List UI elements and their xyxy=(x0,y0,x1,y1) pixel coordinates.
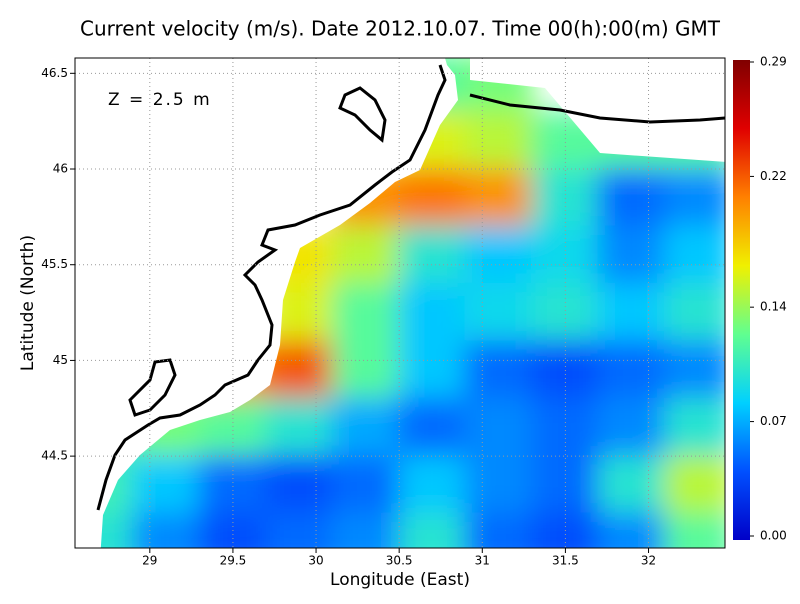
y-tick-label: 45.5 xyxy=(41,257,68,271)
y-tick-label: 45 xyxy=(53,353,68,367)
y-tick-label: 46.5 xyxy=(41,66,68,80)
x-tick-label: 30.5 xyxy=(386,554,413,568)
speed-cell xyxy=(464,282,534,343)
speed-cell xyxy=(398,397,467,458)
speed-cell xyxy=(265,455,334,515)
speed-cell xyxy=(198,455,268,515)
x-tick-label: 31 xyxy=(475,554,490,568)
colorbar xyxy=(733,60,750,540)
outside-domain xyxy=(470,58,725,162)
speed-cell xyxy=(398,512,467,548)
speed-cell xyxy=(597,282,667,343)
speed-cell xyxy=(664,455,725,515)
speed-cell xyxy=(132,512,201,548)
estuary xyxy=(338,86,387,143)
speed-cell xyxy=(265,512,334,548)
speed-cell xyxy=(331,340,401,400)
speed-cell xyxy=(597,455,667,515)
speed-cell xyxy=(531,397,600,458)
x-tick-label: 30 xyxy=(308,554,323,568)
x-axis-label: Longitude (East) xyxy=(330,570,470,590)
field xyxy=(75,58,725,548)
speed-cell xyxy=(597,397,667,458)
speed-cell xyxy=(464,168,534,228)
speed-cell xyxy=(331,512,401,548)
colorbar-tick-label: 0.14 xyxy=(760,300,787,314)
y-axis-label: Latitude (North) xyxy=(18,235,38,371)
shore xyxy=(469,93,725,124)
x-tick-label: 29.5 xyxy=(220,554,247,568)
land xyxy=(75,58,458,548)
speed-cell xyxy=(464,455,534,515)
speed-cell xyxy=(597,512,667,548)
y-tick-label: 46 xyxy=(53,162,68,176)
speed-cell xyxy=(664,225,725,285)
speed-cell xyxy=(398,168,467,228)
x-tick-label: 32 xyxy=(641,554,656,568)
colorbar-tick-label: 0.22 xyxy=(760,169,787,183)
colorbar-tick-label: 0.29 xyxy=(760,55,787,69)
speed-cell xyxy=(464,340,534,400)
speed-cell xyxy=(531,168,600,228)
speed-cell xyxy=(464,225,534,285)
lagoon xyxy=(128,358,177,417)
speed-cell xyxy=(531,455,600,515)
speed-cell xyxy=(464,110,534,171)
speed-cell xyxy=(464,397,534,458)
chart-title: Current velocity (m/s). Date 2012.10.07.… xyxy=(80,17,721,41)
speed-cell xyxy=(331,225,401,285)
colorbar-tick-label: 0.07 xyxy=(760,414,787,428)
speed-cell xyxy=(664,168,725,228)
speed-cell xyxy=(132,455,201,515)
speed-cell xyxy=(597,168,667,228)
speed-cell xyxy=(331,397,401,458)
x-tick-label: 31.5 xyxy=(552,554,579,568)
speed-cell xyxy=(664,340,725,400)
speed-cell xyxy=(331,282,401,343)
annotation: Z = 2.5 m xyxy=(108,90,212,110)
speed-cell xyxy=(597,225,667,285)
speed-cell xyxy=(398,455,467,515)
speed-cell xyxy=(398,282,467,343)
plot-frame xyxy=(74,57,726,549)
y-tick-label: 44.5 xyxy=(41,449,68,463)
speed-cell xyxy=(265,397,334,458)
speed-cell xyxy=(664,397,725,458)
x-tick-label: 29 xyxy=(142,554,157,568)
speed-cell xyxy=(597,340,667,400)
speed-cell xyxy=(398,340,467,400)
speed-cell xyxy=(664,282,725,343)
colorbar-tick-label: 0.00 xyxy=(760,529,787,543)
coastline xyxy=(96,64,447,511)
speed-cell xyxy=(398,225,467,285)
speed-cell xyxy=(531,282,600,343)
speed-cell xyxy=(464,512,534,548)
speed-cell xyxy=(331,455,401,515)
speed-cell xyxy=(664,512,725,548)
